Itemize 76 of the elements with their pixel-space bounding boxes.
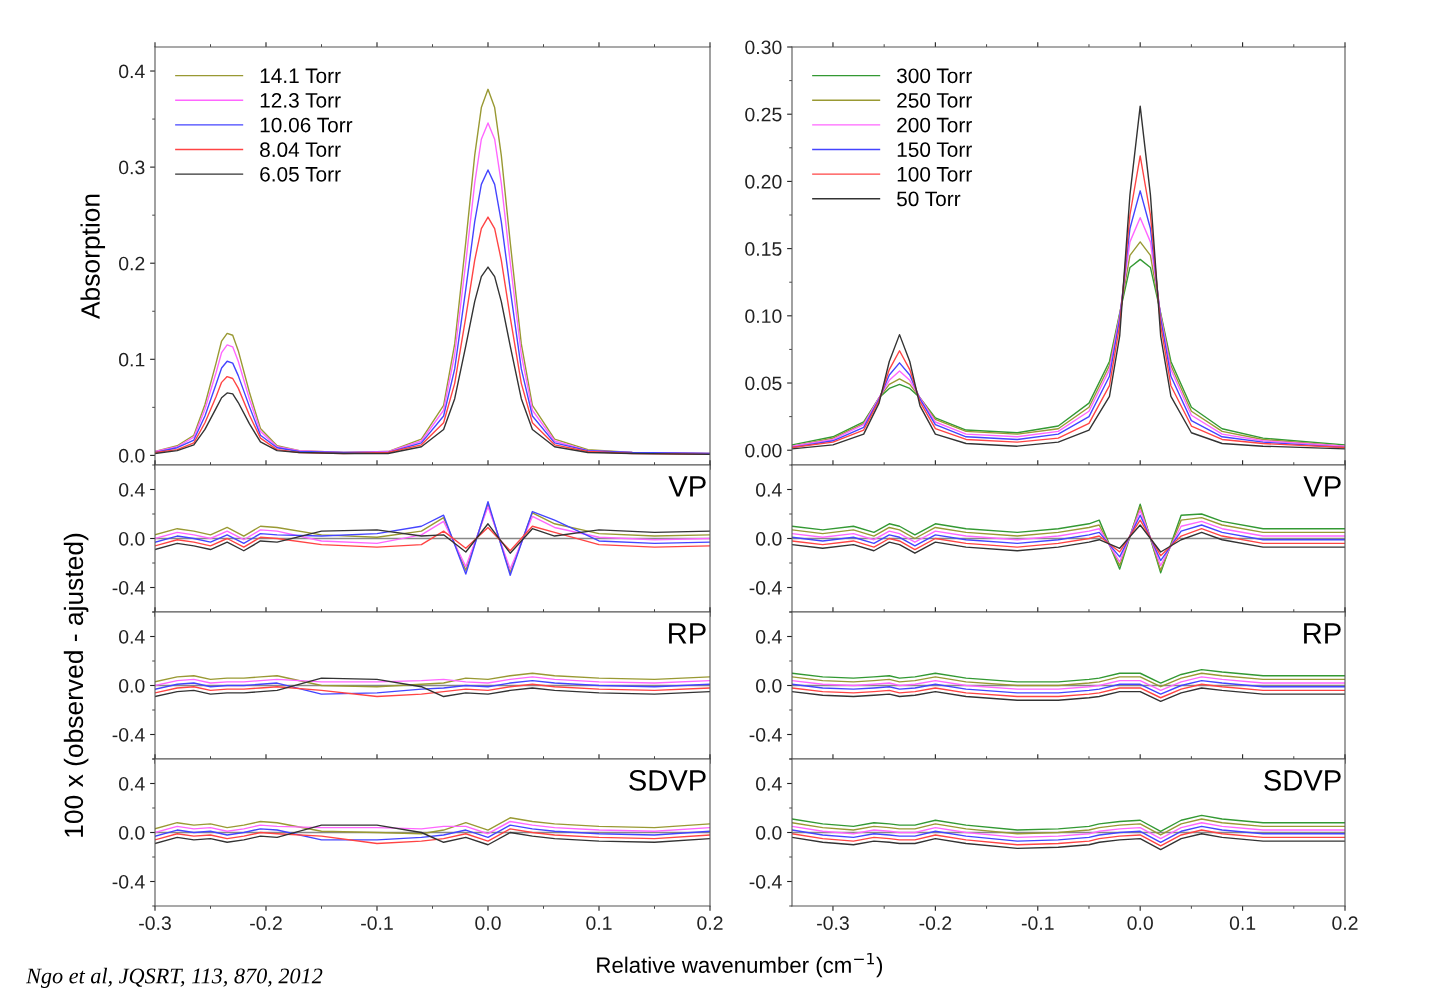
y-tick-label: 0.4 bbox=[756, 776, 782, 791]
y-tick-label: 0.0 bbox=[756, 825, 782, 840]
y-tick-label: 0.20 bbox=[745, 174, 782, 189]
text: Ngo et al, JQSRT, 113, 870, 2012 bbox=[25, 967, 323, 988]
y-tick-label: 0.10 bbox=[745, 309, 782, 324]
y-tick-label: 0.2 bbox=[119, 256, 145, 271]
y-tick-label: 0.05 bbox=[745, 376, 782, 391]
legend-label: 8.04 Torr bbox=[260, 142, 341, 158]
annotation: RP bbox=[669, 623, 706, 644]
x-tick-label: -0.2 bbox=[250, 916, 282, 930]
y-tick-label: 0.0 bbox=[756, 531, 782, 546]
line-series bbox=[792, 668, 1345, 684]
legend-label: 10.06 Torr bbox=[260, 117, 353, 133]
legend-label: 300 Torr bbox=[896, 68, 972, 84]
line-series bbox=[792, 683, 1345, 699]
y-tick-label: 0.25 bbox=[745, 107, 782, 122]
line-series bbox=[792, 829, 1345, 847]
line-series bbox=[792, 814, 1345, 832]
x-tick-label: -0.2 bbox=[919, 916, 952, 930]
y-tick-label: 0.3 bbox=[119, 160, 145, 175]
y-tick-label: 0.4 bbox=[756, 629, 782, 644]
y-tick-label: 0.0 bbox=[119, 678, 145, 693]
legend-label: 100 Torr bbox=[897, 166, 972, 182]
y-tick-label: 0.4 bbox=[756, 482, 782, 497]
x-tick-label: 0.0 bbox=[475, 916, 501, 930]
y-tick-label: -0.4 bbox=[112, 727, 145, 742]
x-tick-label: -0.3 bbox=[817, 916, 849, 930]
legend-label: 200 Torr bbox=[897, 117, 972, 133]
y-tick-label: 0.30 bbox=[745, 40, 782, 55]
line-series bbox=[792, 687, 1345, 703]
y-tick-label: 0.4 bbox=[119, 776, 145, 791]
y-tick-label: -0.4 bbox=[749, 727, 782, 742]
y-axis-title: Absorption bbox=[80, 194, 106, 320]
x-tick-label: 0.1 bbox=[1229, 916, 1256, 930]
y-tick-label: 0.4 bbox=[119, 629, 145, 644]
legend-label: 12.3 Torr bbox=[260, 93, 341, 108]
y-tick-label: -0.4 bbox=[749, 874, 782, 889]
y-tick-label: -0.4 bbox=[749, 580, 782, 595]
y-tick-label: -0.4 bbox=[112, 580, 145, 595]
y-tick-label: -0.4 bbox=[112, 874, 145, 889]
y-tick-label: 0.0 bbox=[119, 448, 145, 463]
y-tick-label: 0.00 bbox=[745, 443, 782, 458]
y-tick-label: 0.4 bbox=[119, 482, 145, 497]
y-tick-label: 0.0 bbox=[119, 531, 145, 546]
line-series bbox=[792, 833, 1345, 851]
line-series bbox=[155, 672, 710, 688]
x-tick-label: 0.0 bbox=[1127, 916, 1153, 930]
annotation: SDVP bbox=[1264, 770, 1341, 791]
x-tick-label: 0.1 bbox=[586, 916, 612, 930]
y-tick-label: 0.0 bbox=[119, 825, 145, 840]
legend-label: 6.05 Torr bbox=[260, 166, 341, 182]
annotation: VP bbox=[1303, 476, 1341, 497]
annotation: RP bbox=[1304, 623, 1341, 644]
annotation: SDVP bbox=[629, 770, 706, 791]
x-tick-label: -0.1 bbox=[1021, 916, 1054, 930]
legend-label: 50 Torr bbox=[897, 191, 961, 207]
line-series bbox=[155, 266, 710, 456]
y-tick-label: 0.4 bbox=[119, 64, 145, 79]
x-axis-title: Relative wavenumber (cm$^{−1}$) bbox=[597, 952, 883, 978]
line-series bbox=[792, 672, 1345, 688]
y-axis-title: 100 x (observed - ajusted) bbox=[63, 533, 89, 837]
line-series bbox=[155, 683, 710, 698]
y-tick-label: 0.0 bbox=[756, 678, 782, 693]
legend-label: 14.1 Torr bbox=[260, 68, 341, 84]
legend-label: 150 Torr bbox=[897, 142, 972, 158]
annotation: VP bbox=[668, 476, 706, 497]
x-tick-label: -0.3 bbox=[139, 916, 171, 930]
x-tick-label: -0.1 bbox=[361, 916, 393, 930]
y-tick-label: 0.15 bbox=[745, 242, 782, 256]
line-series bbox=[155, 824, 710, 841]
line-series bbox=[155, 676, 710, 687]
x-tick-label: 0.2 bbox=[1332, 916, 1358, 930]
line-series bbox=[792, 818, 1345, 836]
x-tick-label: 0.2 bbox=[697, 916, 723, 930]
legend-label: 250 Torr bbox=[897, 93, 972, 108]
y-tick-label: 0.1 bbox=[119, 352, 145, 367]
